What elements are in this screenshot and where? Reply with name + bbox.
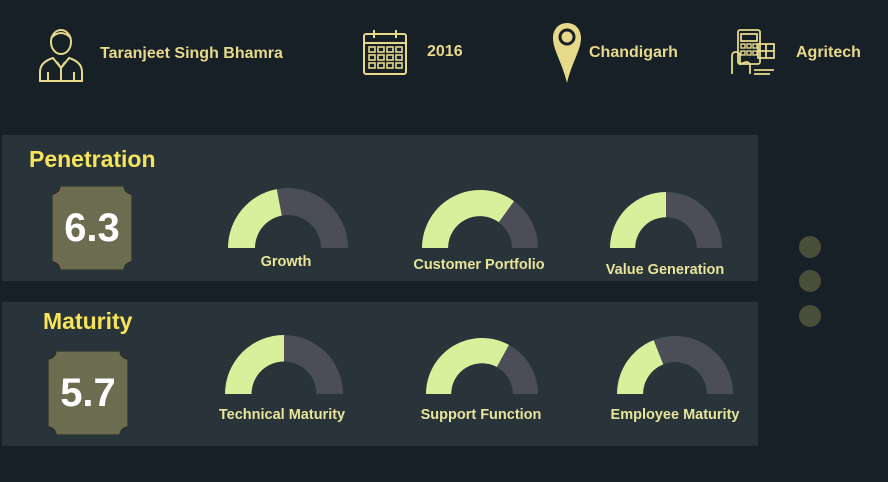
- gauge-employee-maturity: [616, 335, 734, 395]
- gauge-label: Growth: [260, 254, 312, 270]
- person-icon: [38, 26, 84, 82]
- gauge-label: Support Function: [420, 407, 542, 423]
- gauge-track: [284, 335, 343, 394]
- gauge-fill: [422, 190, 515, 248]
- calendar-icon: [362, 28, 408, 76]
- pager-dot[interactable]: [799, 305, 821, 327]
- header-name: Taranjeet Singh Bhamra: [38, 26, 283, 82]
- section-title: Maturity: [43, 308, 133, 334]
- gauge-label: Employee Maturity: [610, 407, 740, 423]
- year-value: 2016: [427, 43, 463, 60]
- score-value: 5.7: [60, 370, 116, 415]
- gauge-label: Customer Portfolio: [413, 257, 545, 273]
- person-name: Taranjeet Singh Bhamra: [100, 45, 283, 62]
- section-title: Penetration: [29, 146, 156, 172]
- gauge-fill: [228, 189, 282, 248]
- score-badge: 6.3: [52, 186, 132, 270]
- header-sector: Agritech: [728, 28, 861, 78]
- gauge-track: [498, 201, 538, 248]
- location-pin-icon: [552, 22, 582, 84]
- gauge-track: [276, 188, 348, 248]
- penetration-panel: Penetration 6.3 Growth Customer Portfoli…: [2, 135, 758, 281]
- gauge-track: [496, 344, 538, 394]
- sector-value: Agritech: [796, 44, 861, 61]
- tech-device-icon: [728, 28, 776, 78]
- gauge-growth: [227, 187, 349, 249]
- gauge-label: Technical Maturity: [218, 407, 346, 423]
- header-location: Chandigarh: [552, 22, 678, 84]
- gauge-customer-portfolio: [421, 187, 539, 249]
- gauge-track: [653, 336, 733, 394]
- maturity-panel: Maturity 5.7 Technical Maturity Support …: [2, 302, 758, 446]
- gauge-label: Value Generation: [605, 262, 725, 278]
- gauge-support-function: [425, 335, 539, 395]
- gauge-value-generation: [609, 191, 723, 249]
- location-value: Chandigarh: [589, 44, 678, 61]
- gauge-fill: [225, 335, 284, 394]
- pager-dot[interactable]: [799, 270, 821, 292]
- gauge-fill: [610, 192, 666, 248]
- score-badge: 5.7: [48, 351, 128, 435]
- gauge-technical-maturity: [223, 335, 345, 395]
- pager-dot[interactable]: [799, 236, 821, 258]
- score-value: 6.3: [64, 205, 120, 250]
- header-year: 2016: [362, 28, 463, 76]
- gauge-fill: [617, 340, 664, 394]
- gauge-fill: [426, 338, 509, 394]
- gauge-track: [666, 192, 722, 248]
